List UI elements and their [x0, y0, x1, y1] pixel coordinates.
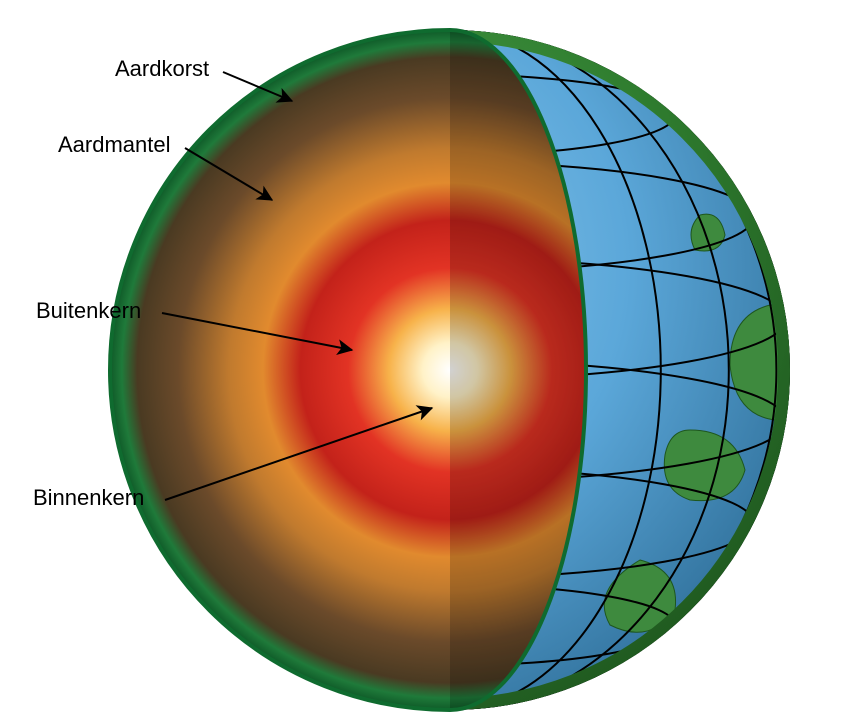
label-mantle: Aardmantel — [58, 132, 171, 157]
label-inner_core: Binnenkern — [33, 485, 144, 510]
label-outer_core: Buitenkern — [36, 298, 141, 323]
label-crust: Aardkorst — [115, 56, 209, 81]
earth-layers-diagram: Aardkorst Aardmantel Buitenkern Binnenkern — [0, 0, 866, 720]
